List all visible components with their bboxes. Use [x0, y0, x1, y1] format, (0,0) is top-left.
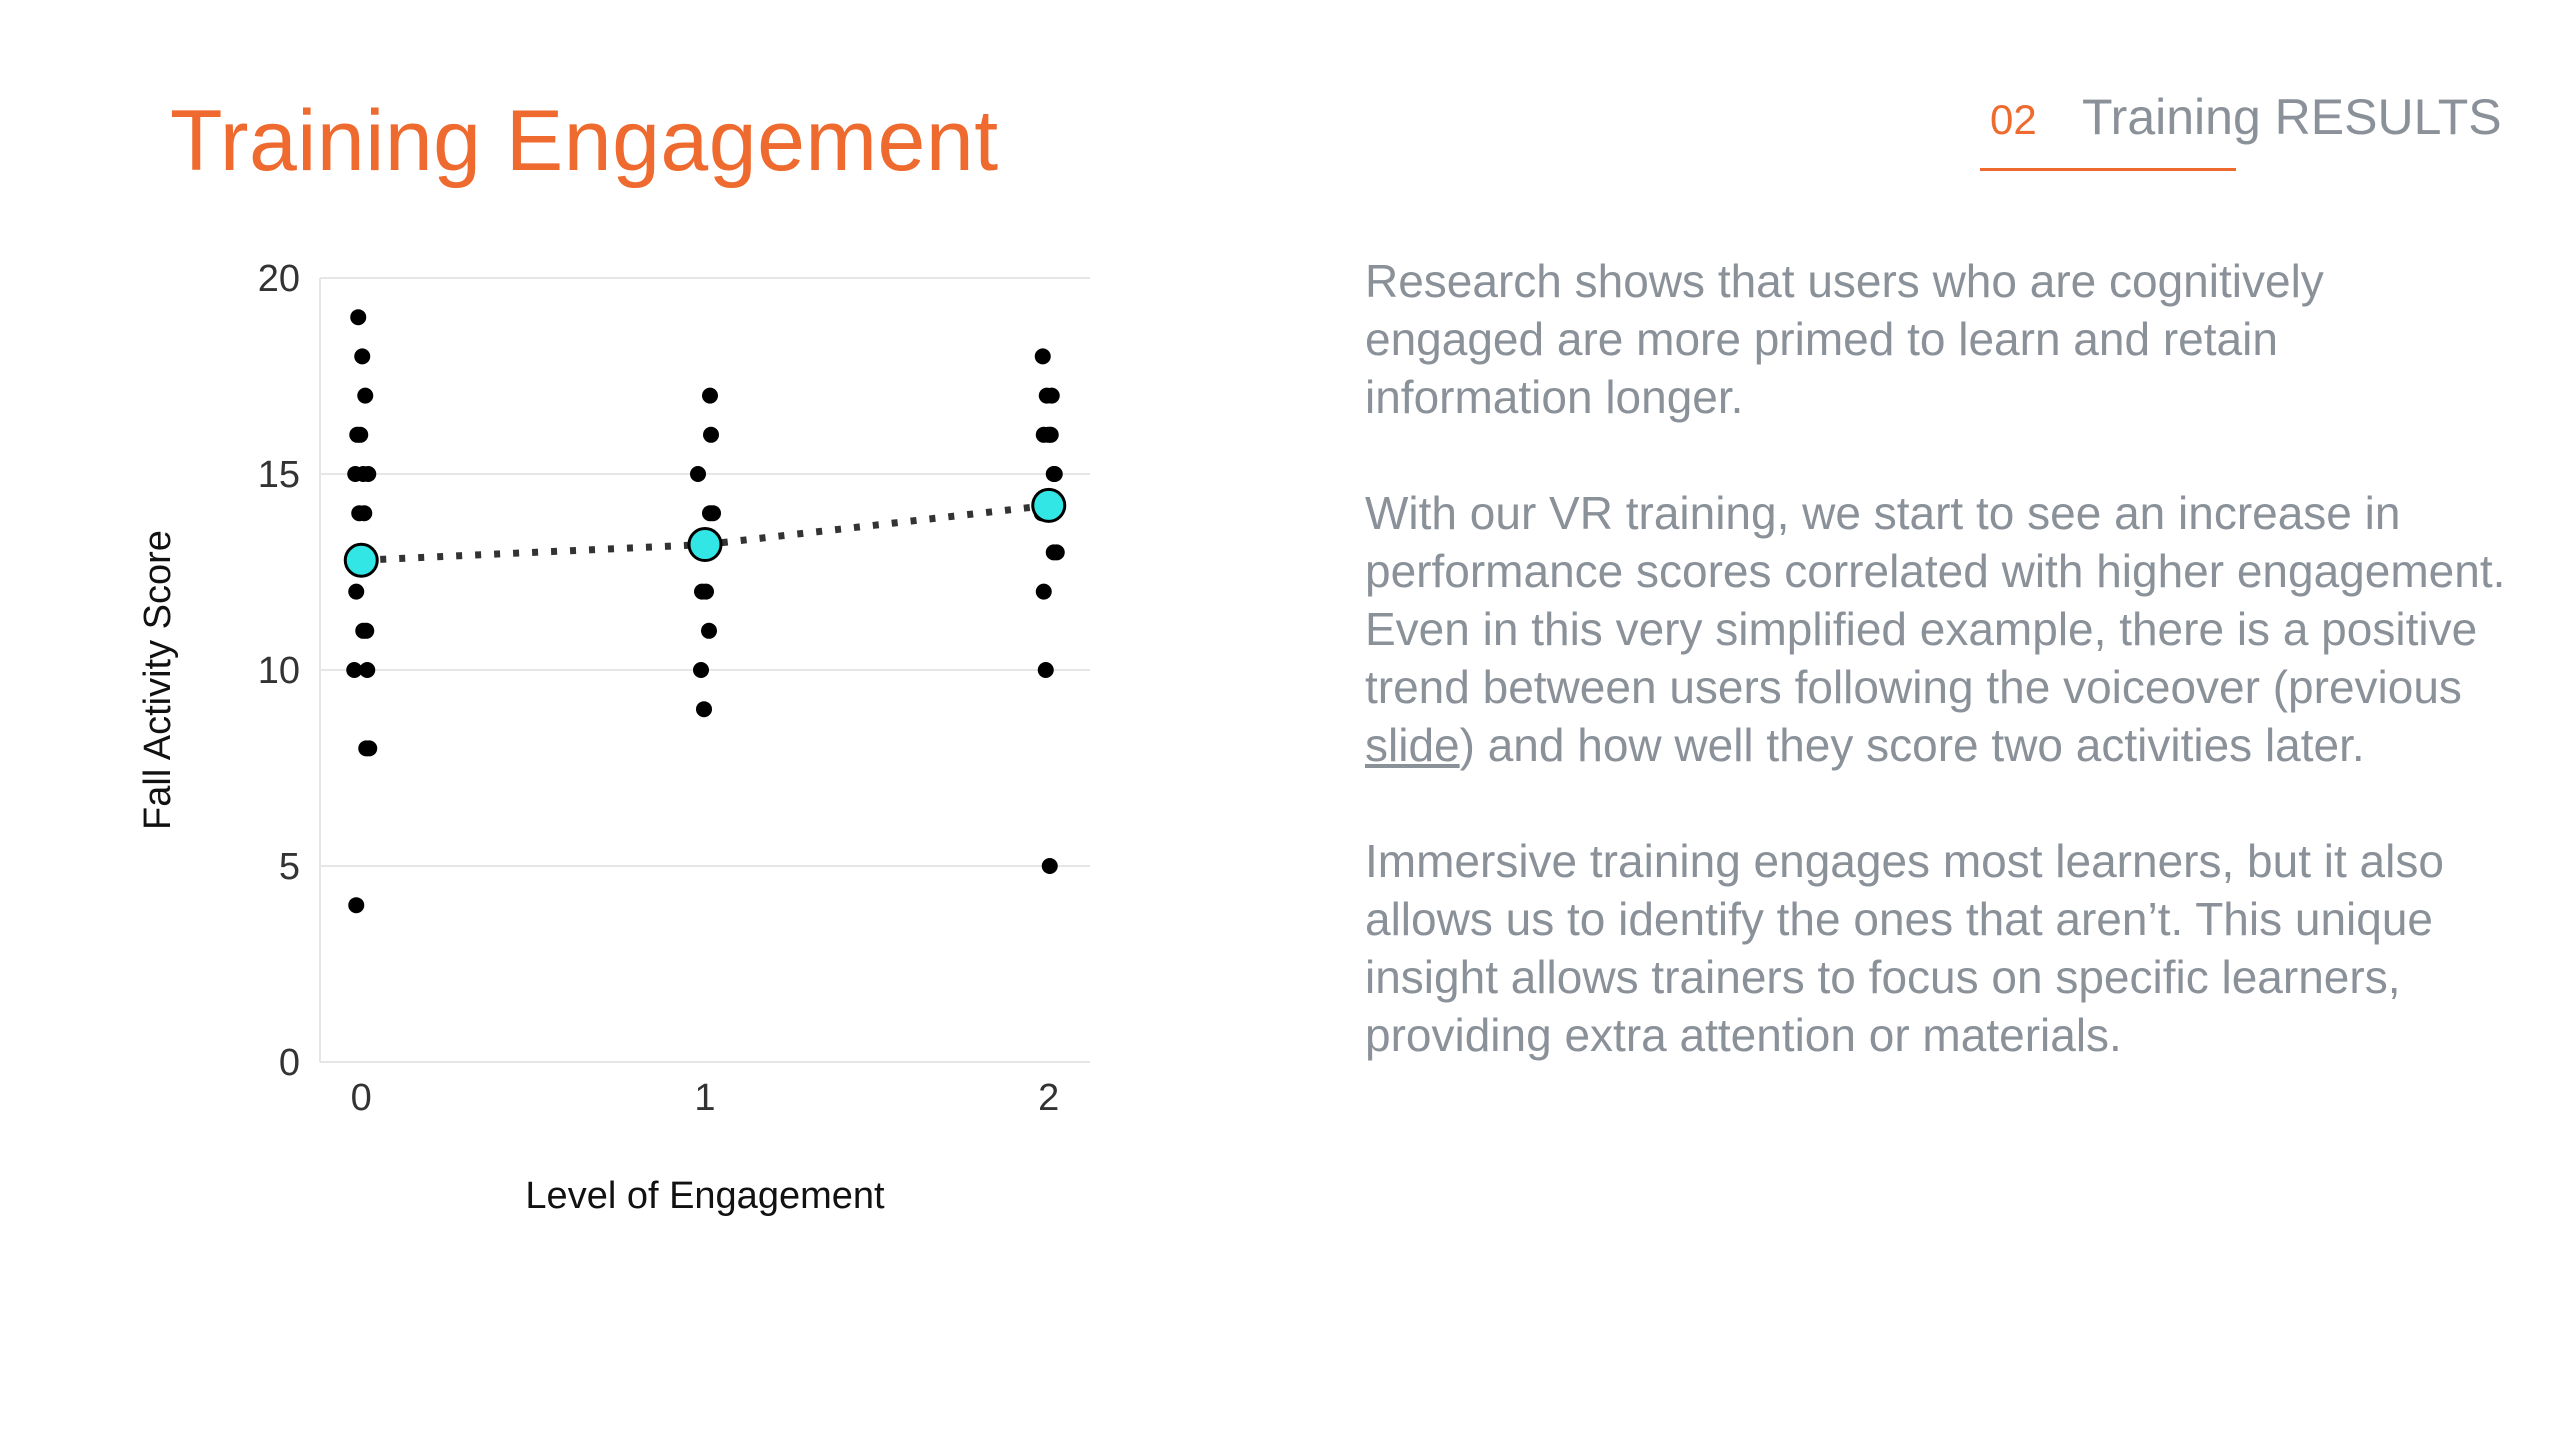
- data-point: [1043, 387, 1060, 404]
- y-tick-label-10: 10: [258, 650, 300, 692]
- engagement-chart: 0 5 10 15 20 0 1 2 Level of Engagement Fall Activ…: [120, 240, 1120, 1240]
- data-point: [357, 387, 374, 404]
- body-text: Research shows that users who are cognit…: [1365, 252, 2515, 1122]
- data-point: [359, 662, 376, 678]
- data-point: [1046, 466, 1063, 482]
- data-point: [350, 309, 367, 326]
- data-point: [347, 466, 364, 482]
- data-point: [1034, 348, 1051, 365]
- y-tick-label-5: 5: [279, 846, 300, 888]
- data-point: [690, 466, 706, 482]
- data-point: [698, 583, 714, 600]
- x-tick-label-2: 2: [1038, 1077, 1059, 1119]
- data-point: [701, 622, 717, 639]
- mean-marker-1: [687, 527, 723, 563]
- paragraph-vr-training: With our VR training, we start to see an…: [1365, 484, 2515, 774]
- data-point: [702, 505, 718, 522]
- x-tick-label-0: 0: [351, 1077, 372, 1119]
- page-title: Training Engagement: [170, 93, 999, 189]
- data-point: [702, 387, 718, 404]
- data-point: [1041, 858, 1058, 874]
- data-point: [1042, 426, 1059, 443]
- data-point: [360, 466, 377, 482]
- x-tick-label-1: 1: [694, 1077, 715, 1119]
- section-label: Training RESULTS: [2082, 89, 2502, 145]
- section-underline: [1980, 168, 2236, 171]
- data-point: [1037, 662, 1054, 678]
- data-point: [348, 897, 365, 914]
- data-point: [1045, 544, 1062, 561]
- mean-marker-2: [1031, 487, 1067, 523]
- data-point: [1035, 583, 1052, 600]
- mean-marker-0: [343, 542, 379, 578]
- data-point: [358, 622, 375, 639]
- y-tick-label-0: 0: [279, 1042, 300, 1084]
- section-number: 02: [1990, 96, 2037, 143]
- x-axis-title: Level of Engagement: [525, 1175, 885, 1217]
- data-point: [358, 740, 375, 757]
- section-indicator: 02 Training RESULTS: [1980, 88, 2510, 178]
- data-point: [696, 701, 712, 718]
- data-point: [348, 583, 365, 600]
- data-point: [356, 505, 373, 522]
- data-point: [346, 662, 363, 678]
- data-point: [354, 348, 371, 365]
- y-tick-label-15: 15: [258, 454, 300, 496]
- data-point: [693, 662, 709, 678]
- y-tick-label-20: 20: [258, 258, 300, 300]
- paragraph-immersive: Immersive training engages most learners…: [1365, 835, 2444, 1061]
- paragraph-vr-text-1: With our VR training, we start to see an…: [1365, 487, 2506, 713]
- y-axis-title: Fall Activity Score: [137, 530, 179, 830]
- data-point: [352, 426, 369, 443]
- previous-slide-link[interactable]: slide: [1365, 719, 1460, 771]
- chart-svg: 0 5 10 15 20 0 1 2 Level of Engagement Fall Activ…: [137, 258, 1090, 1217]
- paragraph-research: Research shows that users who are cognit…: [1365, 255, 2324, 423]
- data-point: [703, 426, 719, 443]
- paragraph-vr-text-2: ) and how well they score two activities…: [1459, 719, 2365, 771]
